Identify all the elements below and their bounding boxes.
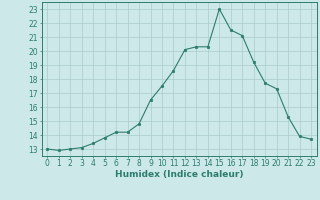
X-axis label: Humidex (Indice chaleur): Humidex (Indice chaleur) [115, 170, 244, 179]
